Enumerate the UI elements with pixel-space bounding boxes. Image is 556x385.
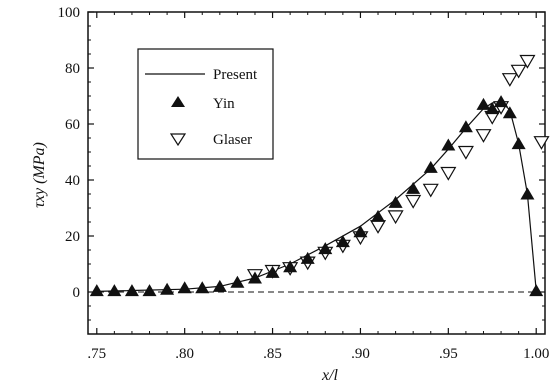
yin-point [494, 95, 509, 108]
yin-point [529, 284, 544, 297]
y-tick-label: 60 [65, 117, 80, 133]
yin-point [511, 137, 526, 150]
series-layer [89, 54, 550, 297]
legend-box [137, 48, 274, 160]
y-tick-label: 40 [65, 173, 80, 189]
yin-point [485, 102, 500, 115]
yin-point [406, 181, 421, 194]
legend-glaser-marker [169, 133, 187, 147]
yin-point [265, 265, 280, 278]
yin-point [441, 138, 456, 151]
legend: Present Yin Glaser [137, 48, 274, 160]
legend-yin-label: Yin [213, 96, 235, 112]
glaser-point [405, 194, 422, 209]
yin-point [388, 195, 403, 208]
plot-frame [87, 11, 546, 335]
y-axis-title: τxy (MPa) [31, 142, 48, 208]
x-tick-label: .90 [351, 346, 370, 362]
x-tick-label: .85 [263, 346, 282, 362]
x-tick-label: .75 [87, 346, 106, 362]
x-tick-label: .80 [175, 346, 194, 362]
yin-point [353, 225, 368, 238]
x-tick-label: .95 [439, 346, 458, 362]
yin-point [177, 281, 192, 294]
glaser-point [533, 136, 550, 150]
yin-point [247, 271, 262, 284]
y-tick-label: 0 [73, 285, 81, 301]
yin-point [335, 235, 350, 248]
y-axis-ticks: 0 20 40 60 80 100 [58, 5, 545, 321]
yin-point [458, 120, 473, 133]
glaser-point [440, 166, 457, 181]
yin-point [318, 242, 333, 255]
glaser-point [519, 54, 536, 69]
yin-point [300, 251, 315, 264]
yin-point [283, 260, 298, 273]
glaser-point [387, 210, 404, 225]
glaser-point [422, 183, 439, 198]
yin-point [107, 284, 122, 297]
yin-point [212, 279, 227, 292]
legend-present-label: Present [213, 67, 258, 83]
yin-point [142, 284, 157, 297]
y-tick-label: 100 [58, 5, 81, 21]
glaser-point [457, 145, 474, 160]
y-tick-label: 20 [65, 229, 80, 245]
glaser-point [369, 220, 387, 234]
yin-point [89, 284, 104, 297]
glaser-point [510, 64, 527, 79]
yin-point [423, 160, 438, 173]
yin-point [195, 281, 210, 294]
yin-point [502, 106, 517, 119]
yin-point [371, 209, 386, 222]
yin-point [476, 97, 491, 110]
yin-point [124, 284, 139, 297]
plot-border [87, 11, 546, 335]
legend-yin-marker [171, 96, 185, 107]
yin-point [230, 275, 245, 288]
x-tick-label: 1.00 [523, 346, 549, 362]
legend-glaser-label: Glaser [213, 132, 252, 148]
x-axis-title: x/l [321, 367, 339, 384]
glaser-point [475, 129, 492, 143]
glaser-point [501, 73, 518, 87]
yin-point [520, 187, 535, 200]
x-axis-ticks: .75 .80 .85 .90 .95 1.00 [87, 12, 549, 362]
y-tick-label: 80 [65, 61, 80, 77]
yin-point [160, 282, 175, 295]
